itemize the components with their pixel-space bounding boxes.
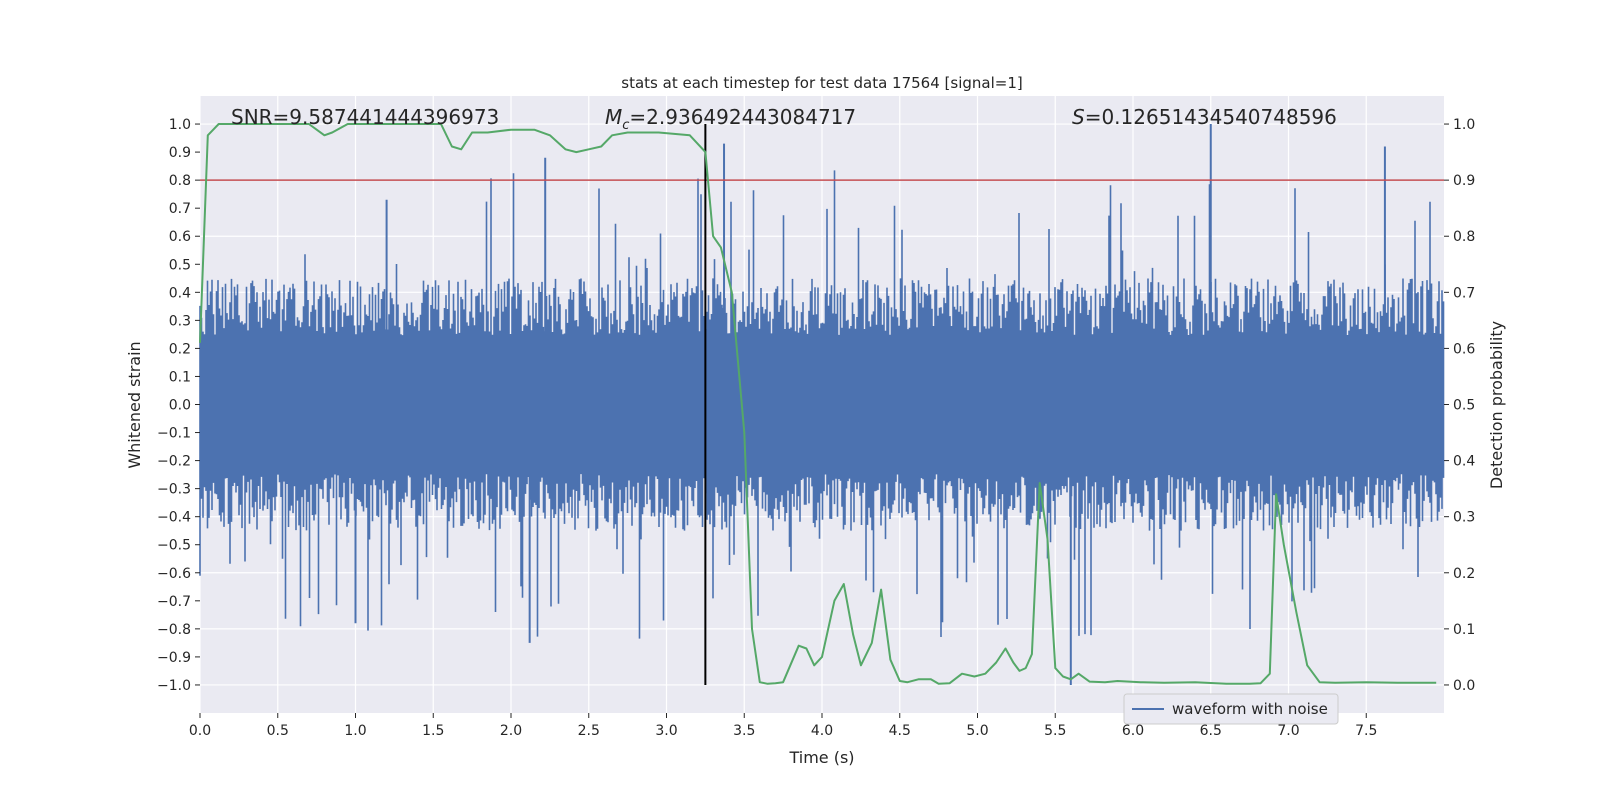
y-right-tick-label: 0.1	[1453, 622, 1475, 638]
y-right-tick-label: 0.8	[1453, 229, 1475, 245]
strain-core-band	[200, 348, 1444, 461]
x-tick-label: 4.0	[811, 723, 833, 739]
x-tick-label: 6.5	[1200, 723, 1222, 739]
snr-annotation: SNR=9.587441444396973	[231, 105, 499, 129]
y-left-tick-label: −1.0	[157, 678, 191, 694]
y-left-tick-label: 0.0	[169, 398, 191, 414]
spin-value: =0.12651434540748596	[1085, 105, 1337, 129]
y-left-tick-label: −0.3	[157, 482, 191, 498]
y-right-tick-label: 0.3	[1453, 510, 1475, 526]
y-left-tick-label: 0.2	[169, 341, 191, 357]
x-tick-label: 5.0	[966, 723, 988, 739]
y-axis-left-label: Whitened strain	[125, 341, 144, 468]
chirp-mass-value: =2.936492443084717	[629, 105, 856, 129]
x-tick-label: 0.5	[267, 723, 289, 739]
y-right-tick-label: 0.2	[1453, 566, 1475, 582]
y-left-tick-label: −0.7	[157, 594, 191, 610]
y-right-tick-label: 0.9	[1453, 173, 1475, 189]
probability-line	[199, 123, 1437, 685]
y-right-tick-label: 0.0	[1453, 678, 1475, 694]
y-right-tick-label: 0.6	[1453, 341, 1475, 357]
y-left-tick-label: 0.8	[169, 173, 191, 189]
probability-curve	[199, 123, 1437, 685]
y-left-tick-label: −0.5	[157, 538, 191, 554]
x-tick-label: 5.5	[1044, 723, 1066, 739]
y-left-tick-label: 0.9	[169, 145, 191, 161]
x-tick-label: 7.0	[1277, 723, 1299, 739]
y-left-tick-label: 1.0	[169, 117, 191, 133]
x-tick-label: 2.5	[578, 723, 600, 739]
y-left-tick-label: −0.4	[157, 510, 191, 526]
legend-box	[1123, 693, 1339, 725]
y-right-tick-label: 0.5	[1453, 398, 1475, 414]
y-left-tick-label: 0.4	[169, 285, 191, 301]
overlay-lines	[200, 124, 1444, 685]
spin-annotation: S=0.12651434540748596	[1072, 105, 1337, 129]
y-right-tick-label: 1.0	[1453, 117, 1475, 133]
x-tick-label: 3.5	[733, 723, 755, 739]
y-left-tick-label: 0.5	[169, 257, 191, 273]
chirp-mass-annotation: Mc=2.936492443084717	[605, 105, 856, 133]
y-axis-right-label: Detection probability	[1487, 321, 1506, 489]
axis-ticks: 0.0 0.5 1.0 1.5 2.0 2.5 3.0 3.5 4.0 4.5 5.0 5.5 6.0 6…	[157, 117, 1475, 739]
y-left-tick-label: −0.2	[157, 454, 191, 470]
strain-trace	[199, 124, 1445, 685]
y-left-tick-label: −0.1	[157, 426, 191, 442]
x-tick-label: 7.5	[1355, 723, 1377, 739]
legend: waveform with noise	[1123, 693, 1339, 725]
y-right-tick-label: 0.7	[1453, 285, 1475, 301]
y-right-tick-label: 0.4	[1453, 454, 1475, 470]
x-tick-label: 2.0	[500, 723, 522, 739]
y-left-tick-label: 0.1	[169, 369, 191, 385]
y-left-tick-label: −0.9	[157, 650, 191, 666]
x-tick-label: 0.0	[189, 723, 211, 739]
y-left-tick-label: −0.6	[157, 566, 191, 582]
legend-label: waveform with noise	[1172, 700, 1328, 718]
x-tick-label: 3.0	[655, 723, 677, 739]
x-tick-label: 1.0	[344, 723, 366, 739]
x-tick-label: 6.0	[1122, 723, 1144, 739]
y-left-tick-label: −0.8	[157, 622, 191, 638]
x-tick-label: 1.5	[422, 723, 444, 739]
x-tick-label: 4.5	[889, 723, 911, 739]
y-left-tick-label: 0.7	[169, 201, 191, 217]
y-left-tick-label: 0.6	[169, 229, 191, 245]
chart-title: stats at each timestep for test data 175…	[621, 74, 1022, 92]
y-left-tick-label: 0.3	[169, 313, 191, 329]
x-axis-label: Time (s)	[788, 748, 854, 767]
